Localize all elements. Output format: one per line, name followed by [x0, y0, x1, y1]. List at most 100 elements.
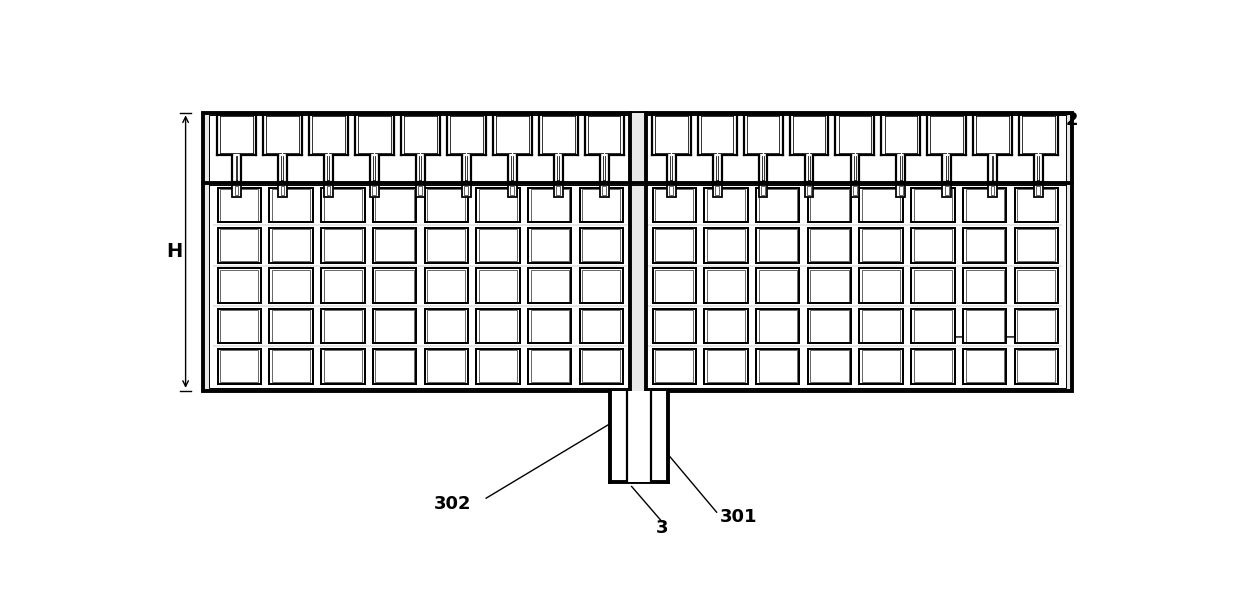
Bar: [323, 270, 362, 302]
Bar: [756, 228, 799, 263]
Bar: [851, 185, 859, 197]
Bar: [232, 185, 240, 197]
Bar: [221, 189, 259, 221]
Bar: [914, 270, 952, 302]
Bar: [425, 308, 468, 344]
Bar: [218, 308, 261, 344]
Bar: [911, 188, 955, 222]
Bar: [989, 185, 997, 197]
Bar: [528, 268, 571, 303]
Bar: [218, 268, 261, 303]
Bar: [914, 189, 952, 221]
Bar: [273, 189, 310, 221]
Bar: [862, 270, 901, 302]
Bar: [375, 270, 414, 302]
Bar: [963, 228, 1006, 263]
Bar: [427, 189, 466, 221]
Bar: [419, 186, 422, 195]
Bar: [761, 186, 764, 195]
Bar: [965, 350, 1004, 382]
Bar: [221, 229, 259, 262]
Bar: [631, 112, 646, 391]
Bar: [804, 185, 813, 197]
Bar: [810, 350, 849, 382]
Bar: [278, 185, 286, 197]
Bar: [653, 228, 696, 263]
Bar: [221, 350, 259, 382]
Text: 3: 3: [655, 518, 668, 537]
Bar: [582, 189, 621, 221]
Bar: [479, 189, 517, 221]
Bar: [528, 308, 571, 344]
Bar: [273, 350, 310, 382]
Bar: [323, 229, 362, 262]
Bar: [943, 185, 950, 197]
Bar: [667, 185, 675, 197]
Bar: [756, 188, 799, 222]
Bar: [991, 186, 995, 195]
Bar: [653, 188, 696, 222]
Bar: [218, 349, 261, 384]
Text: 301: 301: [720, 508, 757, 526]
Bar: [580, 268, 623, 303]
Bar: [582, 310, 621, 342]
Bar: [758, 350, 797, 382]
Bar: [465, 186, 468, 195]
Bar: [810, 270, 849, 302]
Text: 2: 2: [1066, 110, 1078, 129]
Bar: [323, 350, 362, 382]
Bar: [321, 349, 364, 384]
Bar: [375, 350, 414, 382]
Bar: [897, 185, 904, 197]
Bar: [653, 349, 696, 384]
Bar: [580, 308, 623, 344]
Bar: [860, 188, 903, 222]
Bar: [758, 189, 797, 221]
Bar: [580, 188, 623, 222]
Bar: [462, 185, 471, 197]
Bar: [1035, 185, 1043, 197]
Bar: [556, 186, 560, 195]
Bar: [704, 188, 748, 222]
Bar: [1015, 308, 1058, 344]
Bar: [808, 268, 851, 303]
Bar: [203, 112, 1072, 391]
Bar: [704, 268, 748, 303]
Bar: [530, 310, 569, 342]
Bar: [273, 229, 310, 262]
Bar: [269, 308, 312, 344]
Bar: [321, 268, 364, 303]
Bar: [582, 270, 621, 302]
Bar: [862, 229, 901, 262]
Bar: [375, 189, 414, 221]
Bar: [476, 188, 519, 222]
Bar: [373, 228, 416, 263]
Bar: [580, 228, 623, 263]
Bar: [808, 349, 851, 384]
Bar: [860, 308, 903, 344]
Bar: [1017, 310, 1056, 342]
Bar: [425, 349, 468, 384]
Text: 1: 1: [1033, 328, 1046, 346]
Bar: [860, 349, 903, 384]
Bar: [610, 391, 668, 482]
Bar: [852, 186, 856, 195]
Bar: [758, 270, 797, 302]
Bar: [600, 185, 608, 197]
Bar: [370, 185, 379, 197]
Bar: [273, 270, 310, 302]
Bar: [655, 229, 694, 262]
Bar: [323, 189, 362, 221]
Bar: [1015, 349, 1058, 384]
Bar: [327, 186, 331, 195]
Bar: [1017, 189, 1056, 221]
Bar: [914, 229, 952, 262]
Bar: [653, 308, 696, 344]
Bar: [911, 308, 955, 344]
Bar: [218, 188, 261, 222]
Bar: [1017, 229, 1056, 262]
Bar: [655, 270, 694, 302]
Bar: [208, 115, 1066, 388]
Bar: [427, 310, 466, 342]
Bar: [528, 188, 571, 222]
